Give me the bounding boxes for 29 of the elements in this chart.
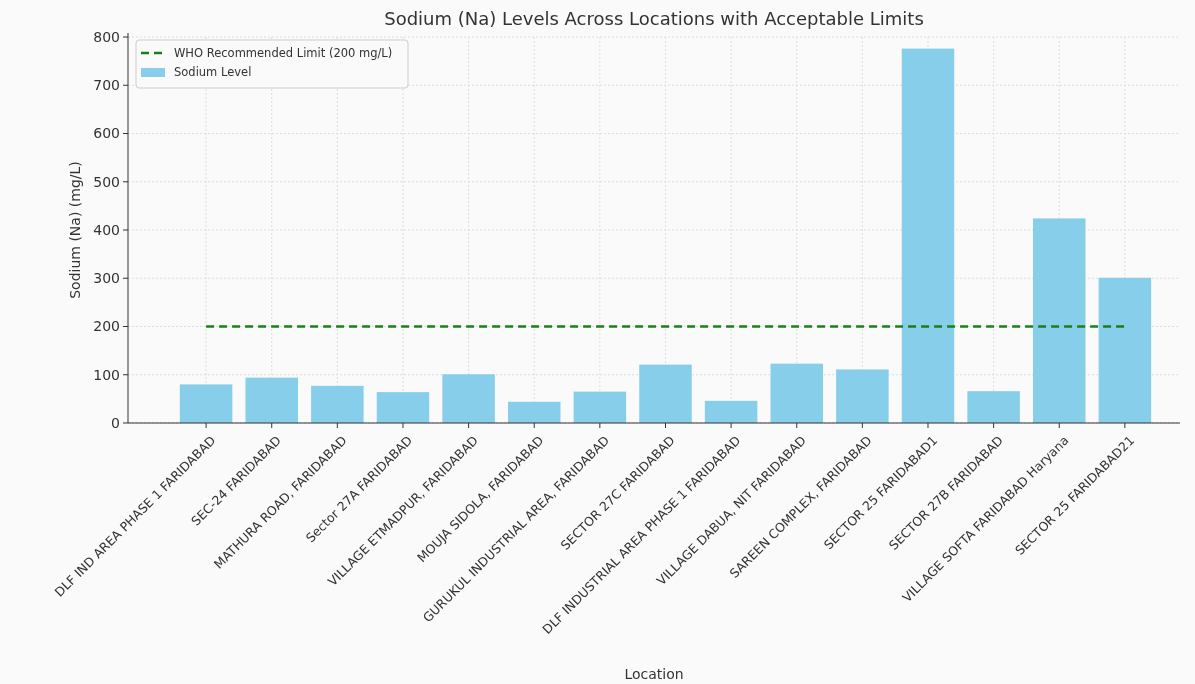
- bar: [1033, 218, 1086, 423]
- y-tick-label: 300: [93, 270, 120, 287]
- bar: [179, 384, 233, 423]
- bar: [573, 391, 627, 423]
- bar: [704, 400, 758, 423]
- bar: [770, 363, 823, 423]
- y-tick-label: 0: [111, 414, 120, 431]
- bar: [245, 377, 298, 423]
- y-tick-label: 700: [93, 77, 120, 94]
- bar: [376, 392, 430, 423]
- x-axis-title: Location: [624, 666, 684, 682]
- bar: [1098, 277, 1152, 423]
- bar: [967, 391, 1020, 423]
- y-tick-label: 100: [93, 366, 120, 383]
- bar: [507, 401, 561, 423]
- bar: [836, 369, 889, 423]
- y-tick-label: 800: [93, 28, 120, 45]
- chart-title: Sodium (Na) Levels Across Locations with Acceptable Limits: [384, 8, 924, 29]
- y-axis-title: Sodium (Na) (mg/L): [67, 161, 83, 299]
- y-tick-label: 200: [93, 318, 120, 335]
- y-tick-label: 400: [93, 221, 120, 238]
- bar: [442, 374, 495, 423]
- bar: [311, 385, 364, 423]
- legend-label: WHO Recommended Limit (200 mg/L): [174, 46, 393, 61]
- y-tick-label: 500: [93, 173, 120, 190]
- bar: [901, 48, 955, 423]
- bar: [639, 364, 692, 423]
- legend-label: Sodium Level: [174, 65, 252, 80]
- y-tick-label: 600: [93, 125, 120, 142]
